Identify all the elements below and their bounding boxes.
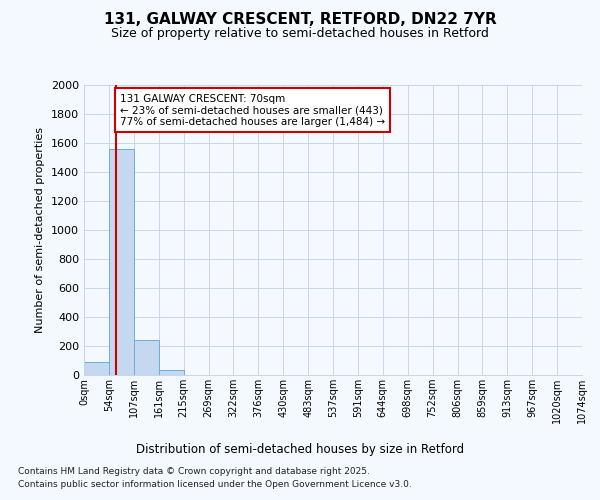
Bar xyxy=(109,149,134,375)
Bar xyxy=(159,370,184,375)
Text: Distribution of semi-detached houses by size in Retford: Distribution of semi-detached houses by … xyxy=(136,442,464,456)
Text: Contains HM Land Registry data © Crown copyright and database right 2025.: Contains HM Land Registry data © Crown c… xyxy=(18,468,370,476)
Bar xyxy=(134,340,159,375)
Text: Contains public sector information licensed under the Open Government Licence v3: Contains public sector information licen… xyxy=(18,480,412,489)
Bar xyxy=(84,362,109,375)
Y-axis label: Number of semi-detached properties: Number of semi-detached properties xyxy=(35,127,46,333)
Text: Size of property relative to semi-detached houses in Retford: Size of property relative to semi-detach… xyxy=(111,28,489,40)
Text: 131, GALWAY CRESCENT, RETFORD, DN22 7YR: 131, GALWAY CRESCENT, RETFORD, DN22 7YR xyxy=(104,12,496,28)
Text: 131 GALWAY CRESCENT: 70sqm
← 23% of semi-detached houses are smaller (443)
77% o: 131 GALWAY CRESCENT: 70sqm ← 23% of semi… xyxy=(120,94,385,127)
